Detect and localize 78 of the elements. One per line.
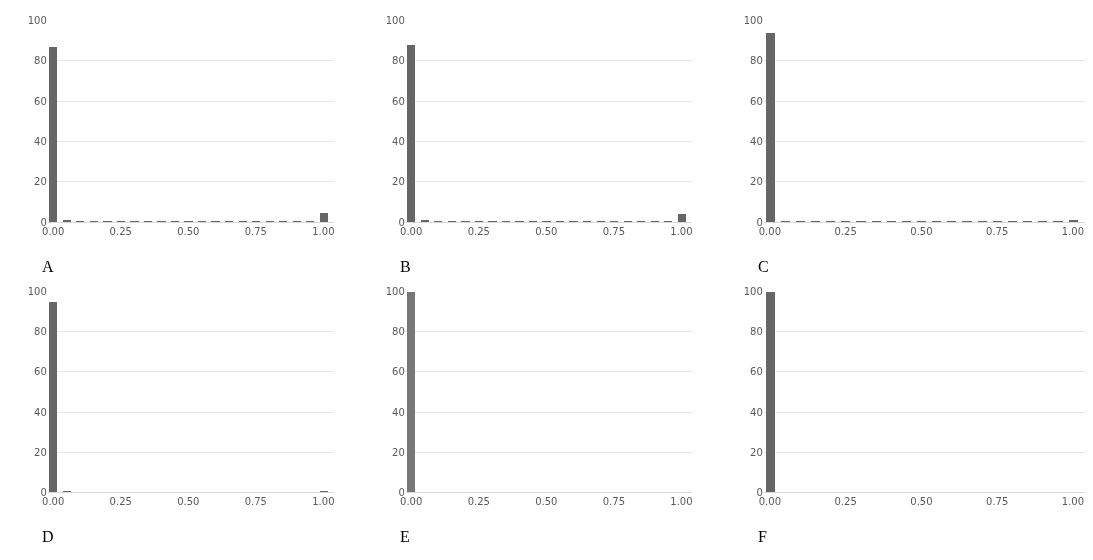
- x-tick-label: 0.25: [834, 226, 857, 238]
- text: E: [400, 528, 410, 545]
- x-tick-label: 0.75: [602, 226, 625, 238]
- x-tick-label: 0.25: [467, 496, 490, 508]
- x-tick-label: 1.00: [312, 496, 335, 508]
- y-tick-label: 0: [398, 216, 405, 228]
- x-tick-label: 0.25: [467, 226, 490, 238]
- bar: [765, 32, 775, 223]
- y-tick-label: 100: [385, 15, 405, 27]
- x-tick-label: 0.50: [535, 226, 558, 238]
- x-tick-label: 1.00: [1061, 496, 1085, 508]
- x-tick-label: 0.50: [910, 226, 933, 238]
- y-tick-label: 20: [392, 446, 405, 458]
- y-tick-label: 80: [750, 326, 763, 338]
- y-tick-label: 80: [392, 326, 405, 338]
- text: F: [758, 528, 767, 545]
- text: C: [758, 258, 769, 275]
- bar: [677, 213, 686, 223]
- text: A: [42, 258, 54, 275]
- y-tick-label: 80: [34, 326, 47, 338]
- x-tick-label: 1.00: [670, 496, 693, 508]
- x-tick-label: 1.00: [1061, 226, 1085, 238]
- text: B: [400, 258, 411, 275]
- y-tick-label: 20: [750, 446, 763, 458]
- x-tick-label: 0.25: [109, 496, 132, 508]
- y-tick-label: 40: [34, 406, 47, 418]
- x-tick-label: 1.00: [670, 226, 693, 238]
- x-tick-label: 0.50: [910, 496, 933, 508]
- x-tick-label: 0.25: [834, 496, 857, 508]
- bar: [48, 46, 57, 223]
- y-tick-label: 80: [34, 55, 47, 67]
- y-tick-label: 0: [40, 486, 47, 498]
- y-tick-label: 100: [743, 286, 763, 298]
- x-tick-label: 0.00: [42, 496, 65, 508]
- x-tick-label: 0.75: [986, 496, 1009, 508]
- bar: [48, 301, 57, 493]
- x-tick-label: 0.00: [400, 496, 423, 508]
- y-tick-label: 0: [756, 486, 763, 498]
- y-tick-label: 40: [750, 406, 763, 418]
- y-tick-label: 60: [34, 95, 47, 107]
- x-tick-label: 0.00: [400, 226, 423, 238]
- y-tick-label: 40: [392, 406, 405, 418]
- x-tick-label: 0.00: [42, 226, 65, 238]
- x-tick-label: 0.50: [177, 226, 200, 238]
- y-tick-label: 0: [40, 216, 47, 228]
- y-tick-label: 60: [750, 366, 763, 378]
- x-tick-label: 0.75: [244, 226, 267, 238]
- y-tick-label: 40: [392, 136, 405, 148]
- y-tick-label: 60: [750, 95, 763, 107]
- text: D: [42, 528, 54, 545]
- x-tick-label: 0.00: [758, 226, 782, 238]
- bar: [319, 212, 328, 223]
- y-tick-label: 0: [398, 486, 405, 498]
- x-tick-label: 1.00: [312, 226, 335, 238]
- y-tick-label: 80: [750, 55, 763, 67]
- y-tick-label: 20: [34, 446, 47, 458]
- y-tick-label: 20: [392, 176, 405, 188]
- y-tick-label: 100: [743, 15, 763, 27]
- x-tick-label: 0.75: [602, 496, 625, 508]
- y-tick-label: 80: [392, 55, 405, 67]
- y-tick-label: 60: [34, 366, 47, 378]
- y-tick-label: 20: [750, 176, 763, 188]
- x-tick-label: 0.00: [758, 496, 782, 508]
- y-tick-label: 60: [392, 95, 405, 107]
- x-tick-label: 0.75: [244, 496, 267, 508]
- y-tick-label: 100: [385, 286, 405, 298]
- x-tick-label: 0.25: [109, 226, 132, 238]
- y-tick-label: 60: [392, 366, 405, 378]
- y-tick-label: 0: [756, 216, 763, 228]
- x-tick-label: 0.75: [986, 226, 1009, 238]
- y-tick-label: 100: [27, 286, 47, 298]
- y-tick-label: 20: [34, 176, 47, 188]
- x-tick-label: 0.50: [177, 496, 200, 508]
- y-tick-label: 100: [27, 15, 47, 27]
- y-tick-label: 40: [750, 136, 763, 148]
- y-tick-label: 40: [34, 136, 47, 148]
- bar: [406, 44, 415, 223]
- x-tick-label: 0.50: [535, 496, 558, 508]
